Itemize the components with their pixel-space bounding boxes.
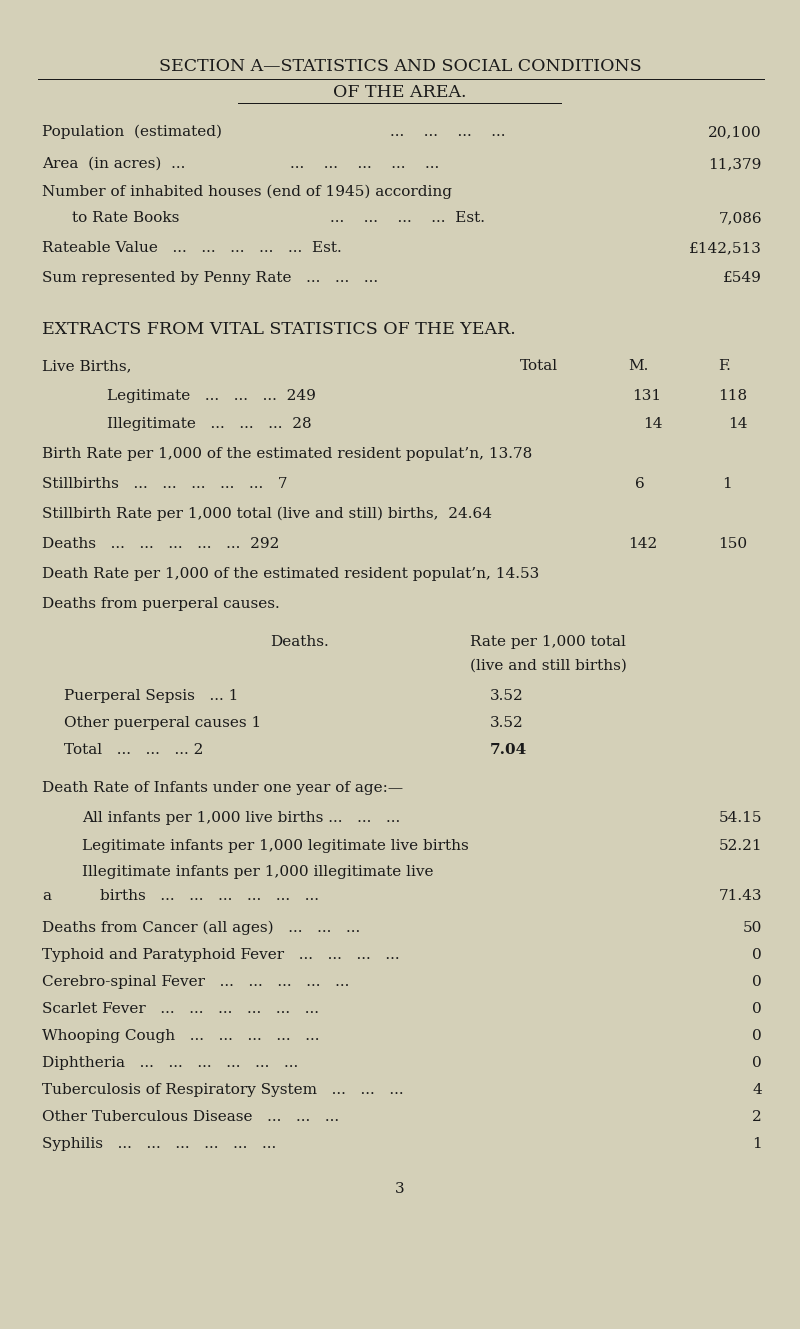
Text: (live and still births): (live and still births): [470, 659, 627, 672]
Text: ...    ...    ...    ...: ... ... ... ...: [390, 125, 506, 140]
Text: Legitimate   ...   ...   ...  249: Legitimate ... ... ... 249: [107, 389, 316, 403]
Text: 3.52: 3.52: [490, 688, 524, 703]
Text: £142,513: £142,513: [689, 241, 762, 255]
Text: Rateable Value   ...   ...   ...   ...   ...  Est.: Rateable Value ... ... ... ... ... Est.: [42, 241, 342, 255]
Text: Syphilis   ...   ...   ...   ...   ...   ...: Syphilis ... ... ... ... ... ...: [42, 1138, 276, 1151]
Text: Typhoid and Paratyphoid Fever   ...   ...   ...   ...: Typhoid and Paratyphoid Fever ... ... ..…: [42, 948, 400, 962]
Text: Other Tuberculous Disease   ...   ...   ...: Other Tuberculous Disease ... ... ...: [42, 1110, 339, 1124]
Text: 14: 14: [728, 417, 747, 431]
Text: Stillbirth Rate per 1,000 total (live and still) births,  24.64: Stillbirth Rate per 1,000 total (live an…: [42, 506, 492, 521]
Text: 6: 6: [635, 477, 645, 490]
Text: ...    ...    ...    ...  Est.: ... ... ... ... Est.: [330, 211, 485, 225]
Text: £549: £549: [723, 271, 762, 284]
Text: Tuberculosis of Respiratory System   ...   ...   ...: Tuberculosis of Respiratory System ... .…: [42, 1083, 404, 1096]
Text: OF THE AREA.: OF THE AREA.: [334, 84, 466, 101]
Text: Deaths from puerperal causes.: Deaths from puerperal causes.: [42, 597, 280, 611]
Text: births   ...   ...   ...   ...   ...   ...: births ... ... ... ... ... ...: [100, 889, 319, 902]
Text: F.: F.: [718, 359, 731, 373]
Text: Total: Total: [520, 359, 558, 373]
Text: Deaths   ...   ...   ...   ...   ...  292: Deaths ... ... ... ... ... 292: [42, 537, 279, 552]
Text: Illegitimate   ...   ...   ...  28: Illegitimate ... ... ... 28: [107, 417, 312, 431]
Text: 0: 0: [752, 975, 762, 989]
Text: 14: 14: [643, 417, 662, 431]
Text: 150: 150: [718, 537, 747, 552]
Text: Sum represented by Penny Rate   ...   ...   ...: Sum represented by Penny Rate ... ... ..…: [42, 271, 378, 284]
Text: Population  (estimated): Population (estimated): [42, 125, 222, 140]
Text: 0: 0: [752, 1057, 762, 1070]
Text: 71.43: 71.43: [718, 889, 762, 902]
Text: Cerebro-spinal Fever   ...   ...   ...   ...   ...: Cerebro-spinal Fever ... ... ... ... ...: [42, 975, 350, 989]
Text: Diphtheria   ...   ...   ...   ...   ...   ...: Diphtheria ... ... ... ... ... ...: [42, 1057, 298, 1070]
Text: Puerperal Sepsis   ... 1: Puerperal Sepsis ... 1: [64, 688, 238, 703]
Text: 3.52: 3.52: [490, 716, 524, 730]
Text: 20,100: 20,100: [708, 125, 762, 140]
Text: Deaths.: Deaths.: [270, 635, 329, 649]
Text: 131: 131: [632, 389, 661, 403]
Text: Birth Rate per 1,000 of the estimated resident populat’n, 13.78: Birth Rate per 1,000 of the estimated re…: [42, 447, 532, 461]
Text: Legitimate infants per 1,000 legitimate live births: Legitimate infants per 1,000 legitimate …: [82, 839, 469, 853]
Text: 7,086: 7,086: [718, 211, 762, 225]
Text: a: a: [42, 889, 51, 902]
Text: M.: M.: [628, 359, 648, 373]
Text: Other puerperal causes 1: Other puerperal causes 1: [64, 716, 262, 730]
Text: Illegitimate infants per 1,000 illegitimate live: Illegitimate infants per 1,000 illegitim…: [82, 865, 434, 878]
Text: 0: 0: [752, 948, 762, 962]
Text: Deaths from Cancer (all ages)   ...   ...   ...: Deaths from Cancer (all ages) ... ... ..…: [42, 921, 360, 936]
Text: Whooping Cough   ...   ...   ...   ...   ...: Whooping Cough ... ... ... ... ...: [42, 1029, 319, 1043]
Text: All infants per 1,000 live births ...   ...   ...: All infants per 1,000 live births ... ..…: [82, 811, 400, 825]
Text: 142: 142: [628, 537, 658, 552]
Text: 52.21: 52.21: [718, 839, 762, 853]
Text: 1: 1: [752, 1138, 762, 1151]
Text: 11,379: 11,379: [709, 157, 762, 171]
Text: SECTION A—STATISTICS AND SOCIAL CONDITIONS: SECTION A—STATISTICS AND SOCIAL CONDITIO…: [158, 58, 642, 74]
Text: 54.15: 54.15: [718, 811, 762, 825]
Text: 0: 0: [752, 1002, 762, 1015]
Text: Live Births,: Live Births,: [42, 359, 131, 373]
Text: Stillbirths   ...   ...   ...   ...   ...   7: Stillbirths ... ... ... ... ... 7: [42, 477, 287, 490]
Text: EXTRACTS FROM VITAL STATISTICS OF THE YEAR.: EXTRACTS FROM VITAL STATISTICS OF THE YE…: [42, 322, 516, 338]
Text: 7.04: 7.04: [490, 743, 527, 758]
Text: Area  (in acres)  ...: Area (in acres) ...: [42, 157, 186, 171]
Text: Death Rate per 1,000 of the estimated resident populat’n, 14.53: Death Rate per 1,000 of the estimated re…: [42, 567, 539, 581]
Text: 3: 3: [395, 1181, 405, 1196]
Text: 1: 1: [722, 477, 732, 490]
Text: Total   ...   ...   ... 2: Total ... ... ... 2: [64, 743, 203, 758]
Text: Death Rate of Infants under one year of age:—: Death Rate of Infants under one year of …: [42, 781, 403, 795]
Text: ...    ...    ...    ...    ...: ... ... ... ... ...: [290, 157, 439, 171]
Text: Number of inhabited houses (end of 1945) according: Number of inhabited houses (end of 1945)…: [42, 185, 452, 199]
Text: 118: 118: [718, 389, 747, 403]
Text: Rate per 1,000 total: Rate per 1,000 total: [470, 635, 626, 649]
Text: 50: 50: [742, 921, 762, 936]
Text: 2: 2: [752, 1110, 762, 1124]
Text: 4: 4: [752, 1083, 762, 1096]
Text: to Rate Books: to Rate Books: [72, 211, 179, 225]
Text: Scarlet Fever   ...   ...   ...   ...   ...   ...: Scarlet Fever ... ... ... ... ... ...: [42, 1002, 319, 1015]
Text: 0: 0: [752, 1029, 762, 1043]
